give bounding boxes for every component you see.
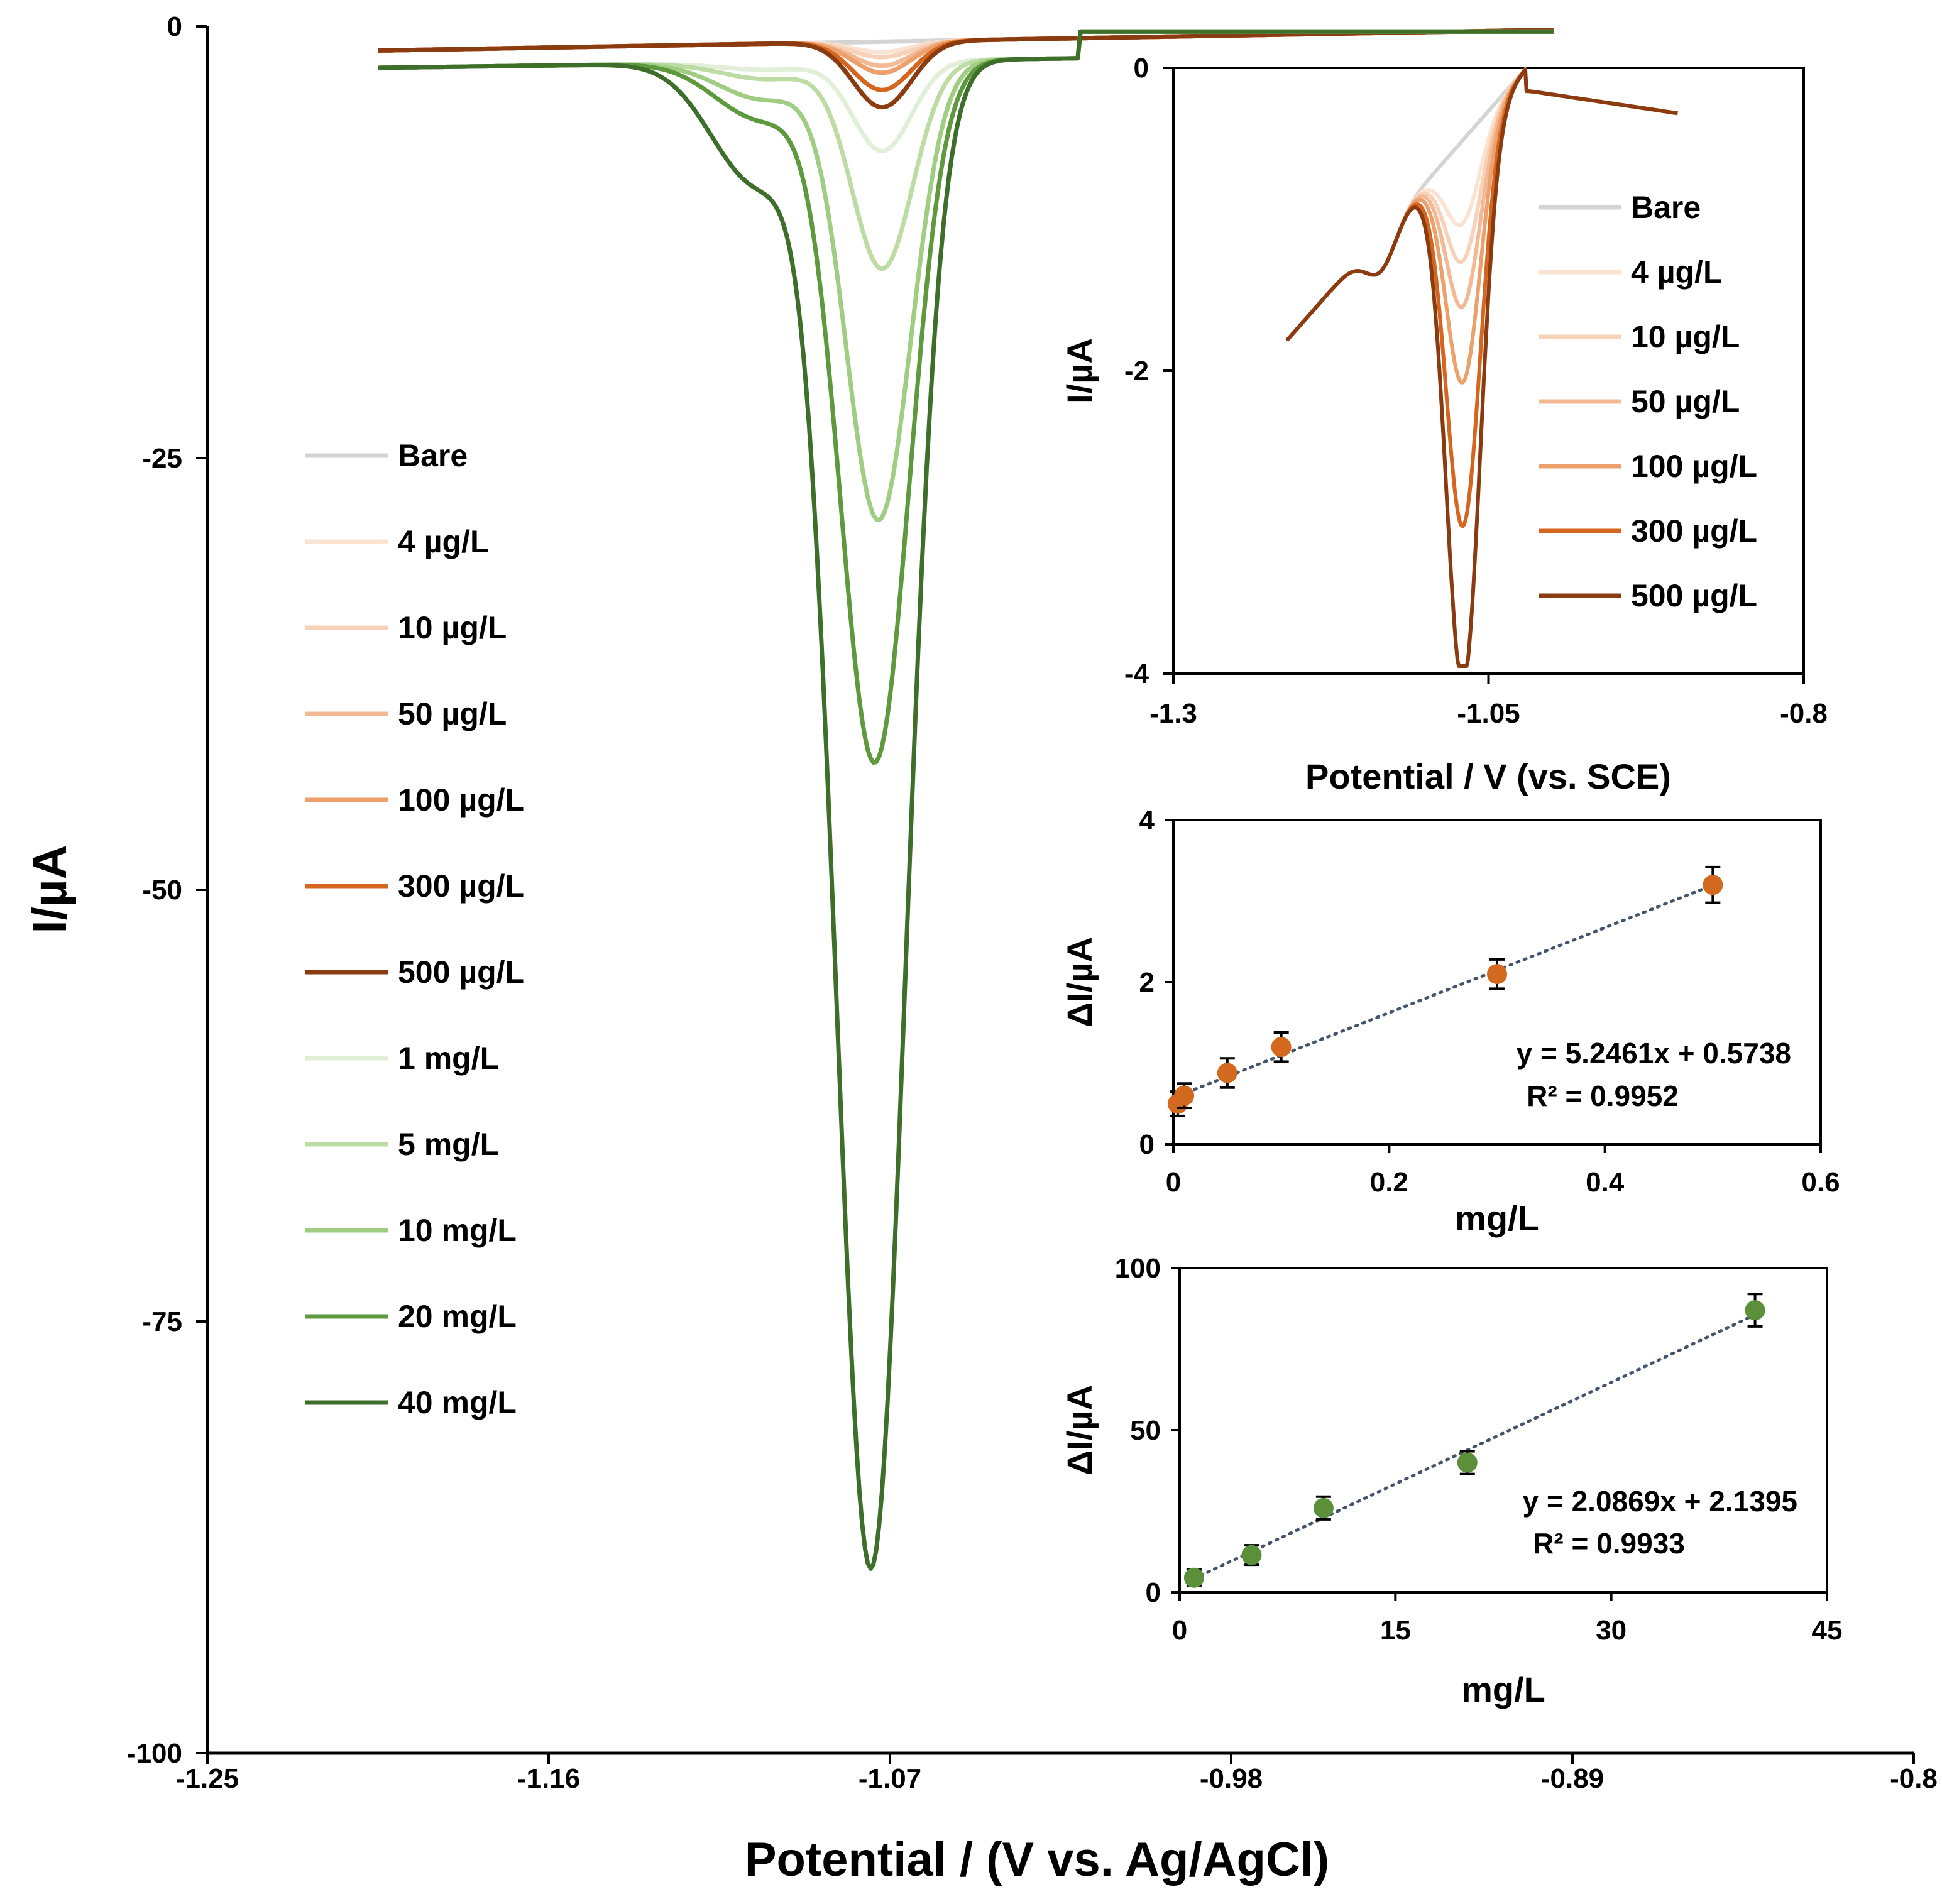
main-legend-label-10-ug-l: 10 µg/L: [398, 610, 507, 645]
inset-x-ticks: -1.3 -1.05 -0.8: [1149, 674, 1828, 729]
main-x-tick-label: -1.07: [859, 1763, 921, 1794]
inset-curves: [1285, 67, 1679, 668]
calib-low-point: [1703, 875, 1723, 895]
calib-high-x-tick-label: 15: [1380, 1615, 1411, 1646]
main-y-ticks: 0 -25 -50 -75 -100: [127, 11, 207, 1769]
inset-x-tick-label: -1.05: [1457, 698, 1520, 729]
main-legend: Bare 4 µg/L 10 µg/L 50 µg/L 100 µg/L 300 µg/L…: [305, 438, 524, 1420]
calib-high-x-tick-label: 45: [1812, 1615, 1843, 1646]
calib-high-y-tick-label: 0: [1146, 1577, 1161, 1608]
inset-y-tick-label: -2: [1124, 356, 1149, 386]
main-y-tick-label: 0: [167, 11, 182, 42]
inset-legend-label-50-ug-l: 50 µg/L: [1631, 384, 1740, 419]
main-legend-label-4-ug-l: 4 µg/L: [398, 524, 489, 559]
calib-high-point: [1183, 1567, 1204, 1588]
inset-legend-label-10-ug-l: 10 µg/L: [1631, 319, 1740, 354]
main-legend-label-50-ug-l: 50 µg/L: [398, 696, 507, 731]
calib-high-equation: y = 2.0869x + 2.1395: [1523, 1485, 1797, 1518]
calib-high-point: [1241, 1545, 1262, 1565]
calib-low-trendline: [1171, 884, 1714, 1100]
inset-y-axis-label: I/µA: [1060, 338, 1099, 403]
calib-high-y-axis-label: ΔI/µA: [1060, 1385, 1099, 1475]
inset-legend: Bare 4 µg/L 10 µg/L 50 µg/L 100 µg/L 300 µg/L…: [1539, 190, 1757, 613]
main-curve-40-mg-l: [378, 29, 1554, 1571]
inset-chart: -1.3 -1.05 -0.8 0 -2 -4 Potential / V (vs. S…: [1060, 53, 1828, 796]
calib-low-point: [1487, 964, 1507, 985]
calib-high-point: [1313, 1497, 1334, 1518]
calibration-low-chart: 0 0.2 0.4 0.6 0 2 4 y = 5.2461x + 0.5738 R² =…: [1060, 805, 1840, 1238]
main-curves: [378, 28, 1554, 1571]
inset-curve-500-ug-l: [1285, 68, 1679, 668]
calib-high-x-tick-label: 0: [1172, 1615, 1187, 1646]
main-x-ticks: -1.25 -1.16 -1.07 -0.98 -0.89 -0.8: [176, 1753, 1938, 1794]
main-x-tick-label: -0.98: [1200, 1763, 1263, 1794]
calib-high-y-ticks: 0 50 100: [1115, 1253, 1180, 1608]
calib-high-point: [1457, 1452, 1478, 1473]
inset-x-tick-label: -1.3: [1149, 698, 1197, 729]
calib-high-r2: R² = 0.9933: [1533, 1527, 1685, 1560]
calib-high-x-axis-label: mg/L: [1461, 1670, 1545, 1709]
calib-low-point: [1217, 1063, 1237, 1083]
calib-high-x-ticks: 0 15 30 45: [1172, 1592, 1843, 1646]
calib-low-r2: R² = 0.9952: [1527, 1080, 1679, 1112]
main-legend-label-5-mg-l: 5 mg/L: [398, 1127, 499, 1162]
main-legend-label-300-ug-l: 300 µg/L: [398, 868, 524, 904]
main-y-axis-label: I/µA: [23, 845, 77, 934]
calib-high-frame: [1178, 1267, 1828, 1594]
calib-low-y-tick-label: 4: [1139, 805, 1155, 836]
calib-low-y-ticks: 0 2 4: [1139, 805, 1173, 1160]
calib-low-y-tick-label: 0: [1139, 1129, 1155, 1160]
main-legend-label-100-ug-l: 100 µg/L: [398, 782, 524, 818]
main-legend-label-bare: Bare: [398, 438, 468, 473]
main-x-tick-label: -0.89: [1541, 1763, 1604, 1794]
main-x-tick-label: -0.8: [1890, 1763, 1938, 1794]
calib-low-x-tick-label: 0.4: [1586, 1167, 1625, 1198]
calib-low-x-tick-label: 0.2: [1370, 1167, 1408, 1198]
inset-y-tick-label: -4: [1124, 659, 1149, 689]
inset-legend-label-bare: Bare: [1631, 190, 1701, 225]
inset-y-ticks: 0 -2 -4: [1124, 53, 1173, 689]
main-y-tick-label: -100: [127, 1738, 182, 1769]
main-legend-label-40-mg-l: 40 mg/L: [398, 1385, 517, 1420]
inset-x-tick-label: -0.8: [1780, 698, 1828, 729]
calib-low-content: [1167, 865, 1723, 1117]
main-legend-label-1-mg-l: 1 mg/L: [398, 1041, 499, 1076]
inset-legend-label-4-ug-l: 4 µg/L: [1631, 254, 1722, 290]
calib-low-point: [1174, 1085, 1195, 1106]
main-legend-label-500-ug-l: 500 µg/L: [398, 955, 524, 990]
calib-high-trendline: [1192, 1313, 1757, 1580]
calib-low-x-tick-label: 0.6: [1801, 1167, 1840, 1198]
calib-high-y-tick-label: 50: [1130, 1415, 1161, 1446]
calib-low-y-tick-label: 2: [1139, 967, 1155, 998]
main-legend-label-10-mg-l: 10 mg/L: [398, 1213, 517, 1248]
main-legend-label-20-mg-l: 20 mg/L: [398, 1299, 517, 1334]
calibration-high-chart: 0 15 30 45 0 50 100 y = 2.0869x + 2.1395 R² =…: [1060, 1253, 1842, 1709]
main-chart: -1.25 -1.16 -1.07 -0.98 -0.89 -0.8 0 -25 -50 -75…: [23, 11, 1938, 1886]
inset-legend-label-500-ug-l: 500 µg/L: [1631, 578, 1757, 613]
calib-high-x-tick-label: 30: [1596, 1615, 1627, 1646]
main-x-tick-label: -1.25: [176, 1763, 239, 1794]
main-y-tick-label: -50: [142, 875, 182, 905]
main-x-tick-label: -1.16: [517, 1763, 580, 1794]
calib-low-x-ticks: 0 0.2 0.4 0.6: [1166, 1144, 1840, 1198]
inset-legend-label-100-ug-l: 100 µg/L: [1631, 449, 1757, 484]
calib-low-point: [1271, 1037, 1292, 1058]
main-y-tick-label: -25: [142, 443, 182, 474]
calib-low-x-axis-label: mg/L: [1455, 1198, 1539, 1238]
calib-low-y-axis-label: ΔI/µA: [1060, 937, 1099, 1027]
main-y-tick-label: -75: [142, 1306, 182, 1337]
inset-legend-label-300-ug-l: 300 µg/L: [1631, 513, 1757, 549]
calib-low-equation: y = 5.2461x + 0.5738: [1517, 1037, 1791, 1070]
main-x-axis-label: Potential / (V vs. Ag/AgCl): [745, 1833, 1329, 1886]
calib-high-y-tick-label: 100: [1115, 1253, 1161, 1284]
calib-low-x-tick-label: 0: [1166, 1167, 1181, 1198]
inset-x-axis-label: Potential / V (vs. SCE): [1305, 757, 1671, 796]
inset-y-tick-label: 0: [1134, 53, 1149, 84]
calib-high-point: [1745, 1300, 1765, 1321]
calib-high-content: [1183, 1293, 1765, 1588]
